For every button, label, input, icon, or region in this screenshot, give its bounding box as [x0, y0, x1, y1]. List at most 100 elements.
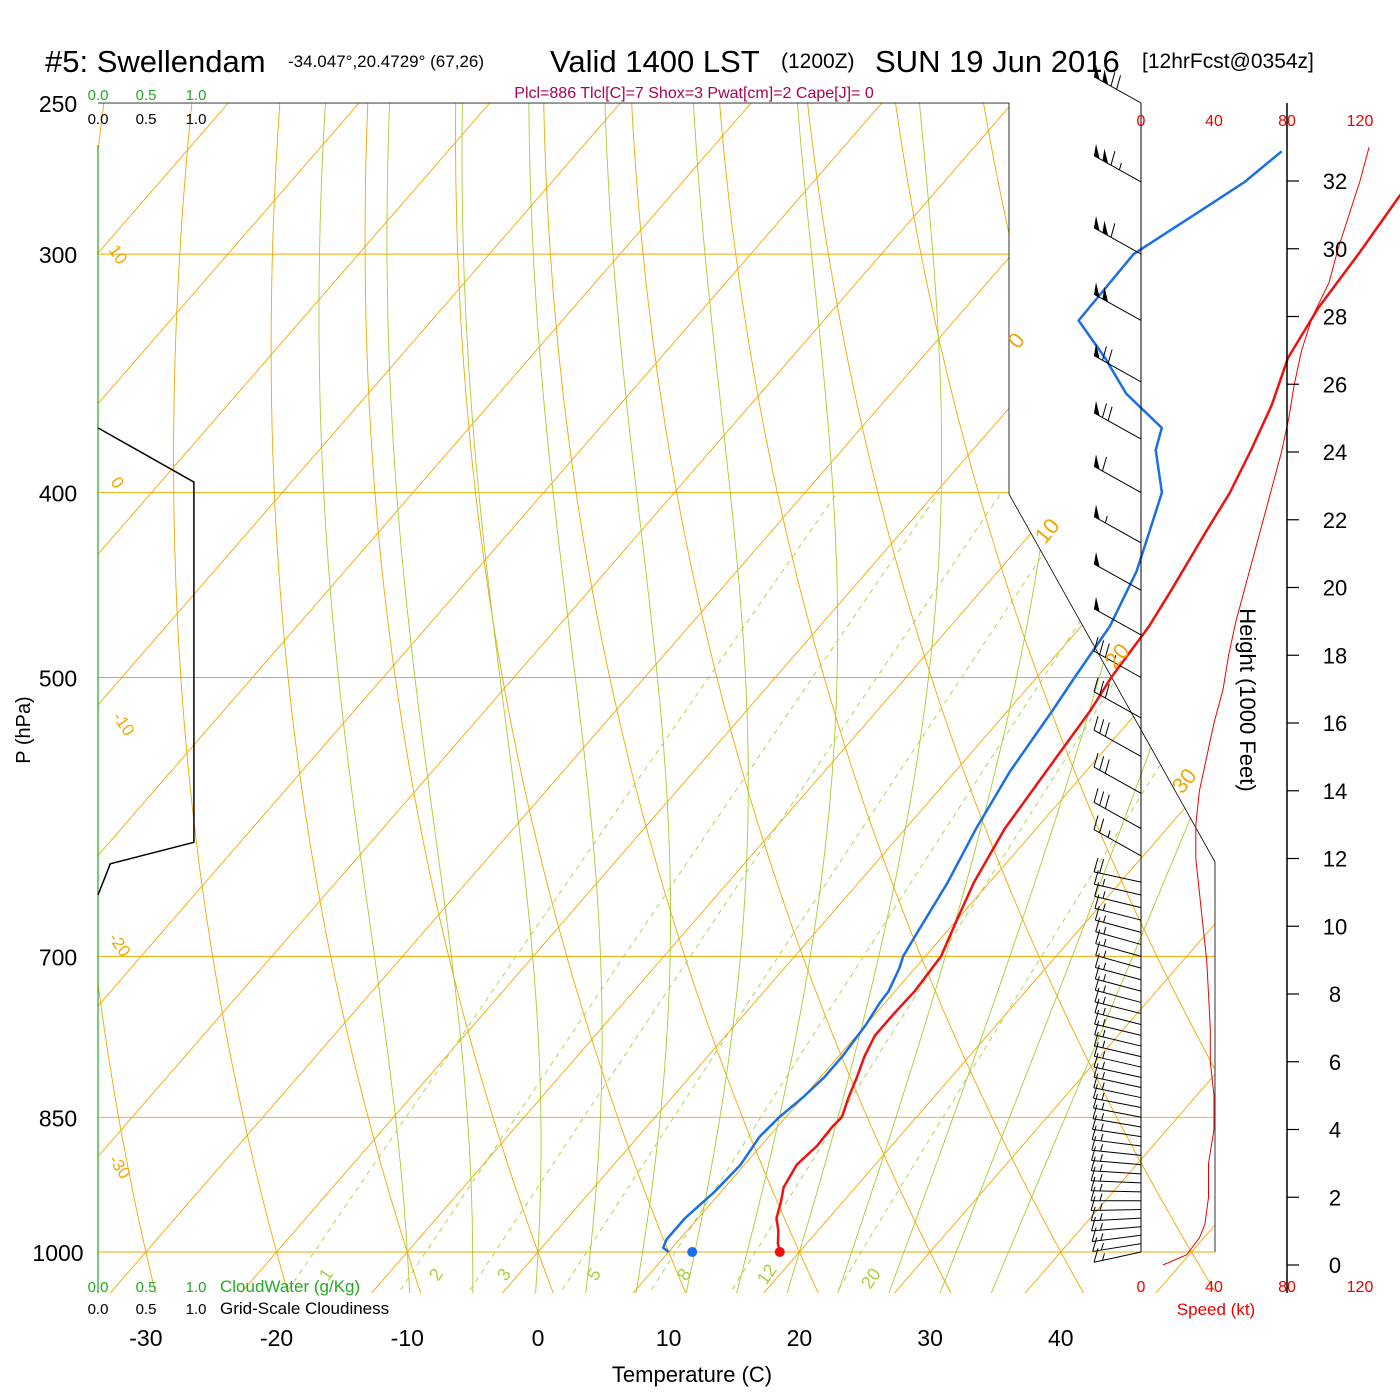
temperature-tick-label: 40	[1048, 1325, 1074, 1351]
wind-barb-staff	[1095, 967, 1142, 981]
height-tick-label: 10	[1323, 914, 1347, 939]
wind-barb	[1093, 1073, 1142, 1099]
forecast-date: SUN 19 Jun 2016	[875, 44, 1120, 79]
wind-barb-flag	[1092, 1093, 1098, 1109]
wind-barb-staff	[1094, 1045, 1142, 1058]
wind-barb-half-flag	[1099, 1183, 1103, 1192]
isotherm-line	[98, 103, 389, 1293]
height-tick-label: 12	[1323, 847, 1347, 872]
dry-adiabat-line	[1239, 69, 1400, 1323]
wind-barb	[1093, 857, 1142, 883]
wind-barb	[1090, 1186, 1141, 1202]
wind-barb-pennant	[1094, 454, 1100, 470]
wind-barb-flag	[1092, 1084, 1098, 1099]
speed-tick-top: 120	[1347, 113, 1374, 130]
wind-barb-staff	[1093, 227, 1142, 255]
wind-barbs	[1090, 64, 1142, 1263]
wind-barb-half-flag	[1101, 1253, 1105, 1261]
wind-barb-pennant	[1094, 551, 1100, 568]
height-tick-label: 4	[1329, 1118, 1341, 1143]
isotherm-line	[98, 103, 520, 1293]
wind-barb-half-flag	[1102, 1019, 1106, 1027]
wind-barb	[1090, 1206, 1142, 1222]
temperature-axis-label: Temperature (C)	[612, 1362, 772, 1387]
wind-barb	[1094, 894, 1142, 921]
temperature-tick-label: -30	[129, 1325, 162, 1351]
moist-adiabat-label: 30	[1167, 763, 1202, 798]
dry-adiabat-line	[716, 103, 1102, 1293]
wind-barb	[1093, 1042, 1142, 1068]
wind-barb-half-flag	[1101, 1113, 1105, 1121]
moist-adiabat-line	[978, 103, 1215, 1293]
wind-barb-half-flag	[1101, 1102, 1105, 1110]
moist-adiabat-line	[877, 103, 1210, 1293]
moist-adiabat-label: 10	[1030, 513, 1065, 548]
profile-curves	[97, 146, 1400, 1266]
wind-barb-pennant	[1094, 64, 1100, 80]
wind-barb-half-flag	[1118, 162, 1122, 171]
wind-barb	[1092, 1237, 1142, 1252]
sounding-indices: Plcl=886 Tlcl[C]=7 Shox=3 Pwat[cm]=2 Cap…	[514, 85, 874, 102]
wind-barb-flag	[1107, 406, 1113, 421]
wind-barb-flag	[1101, 403, 1107, 418]
wind-barb-flag	[1093, 677, 1099, 692]
wind-barb-half-flag	[1099, 1203, 1103, 1211]
wind-barb	[1092, 1093, 1142, 1118]
wind-barb-flag	[1093, 1042, 1099, 1057]
wind-barb-flag	[1093, 815, 1099, 830]
station-coords: -34.047°,20.4729° (67,26)	[288, 52, 484, 71]
wind-barb-flag	[1090, 1196, 1096, 1211]
wind-barb-staff	[1093, 729, 1142, 757]
wind-barb-staff	[1093, 1097, 1142, 1108]
wind-barb-pennant	[1094, 343, 1100, 359]
utc-time: (1200Z)	[781, 50, 855, 73]
wind-barb-flag	[1110, 223, 1116, 238]
wind-barb	[1090, 1166, 1142, 1184]
wind-barb	[1093, 1052, 1142, 1078]
wind-barb-half-flag	[1102, 903, 1106, 911]
dry-adiabat-line	[364, 103, 566, 1293]
wind-barb-half-flag	[1103, 974, 1107, 982]
isotherm-line	[98, 103, 1043, 1293]
pressure-tick-label: 850	[39, 1105, 77, 1131]
wind-barb-staff	[1093, 608, 1142, 636]
isotherm-line	[1129, 103, 1215, 1293]
dry-adiabat-line	[173, 103, 298, 1293]
wind-barb-staff	[1094, 1055, 1142, 1068]
wind-barb-flag	[1093, 637, 1099, 652]
wind-barb	[1093, 1031, 1142, 1058]
height-tick-label: 20	[1323, 576, 1347, 601]
wind-barb-flag	[1091, 1227, 1097, 1242]
moist-adiabat-line	[679, 103, 749, 1293]
wind-barb-staff	[1092, 1139, 1142, 1147]
dewpoint-line	[661, 150, 1283, 1253]
mixing-ratio-label: 12	[753, 1260, 781, 1288]
wind-barb-flag	[1090, 1206, 1096, 1221]
wind-barb	[1094, 1009, 1142, 1036]
wind-barb-flag	[1092, 1237, 1098, 1252]
wind-barb-half-flag	[1099, 1193, 1103, 1201]
wind-barb-flag	[1094, 998, 1100, 1013]
wind-barb-flag	[1090, 1156, 1096, 1171]
dry-adiabat-line	[803, 103, 1215, 1293]
isotherm-line	[98, 103, 781, 1293]
wind-barb	[1091, 1136, 1142, 1156]
wind-barb	[1091, 1125, 1142, 1147]
cloudiness-scale-bottom: 0.0	[88, 1301, 109, 1318]
wind-barb-staff	[1093, 293, 1142, 321]
wind-barb-flag	[1099, 756, 1105, 771]
speed-tick-bottom: 120	[1347, 1279, 1374, 1296]
wind-barb-staff	[1093, 412, 1142, 440]
wind-barb-staff	[1093, 766, 1142, 794]
wind-barb-staff	[1093, 155, 1142, 183]
dry-adiabat-line	[629, 103, 968, 1293]
temperature-tick-label: -10	[391, 1325, 424, 1351]
wind-barb-flag	[1094, 894, 1100, 909]
wind-barb-flag	[1110, 72, 1116, 87]
wind-barb-flag	[1093, 1063, 1099, 1078]
moist-adiabat-line	[728, 103, 839, 1293]
wind-barb	[1091, 1227, 1142, 1242]
moist-adiabat-line	[528, 103, 603, 1293]
wind-barb-staff	[1093, 1107, 1142, 1118]
